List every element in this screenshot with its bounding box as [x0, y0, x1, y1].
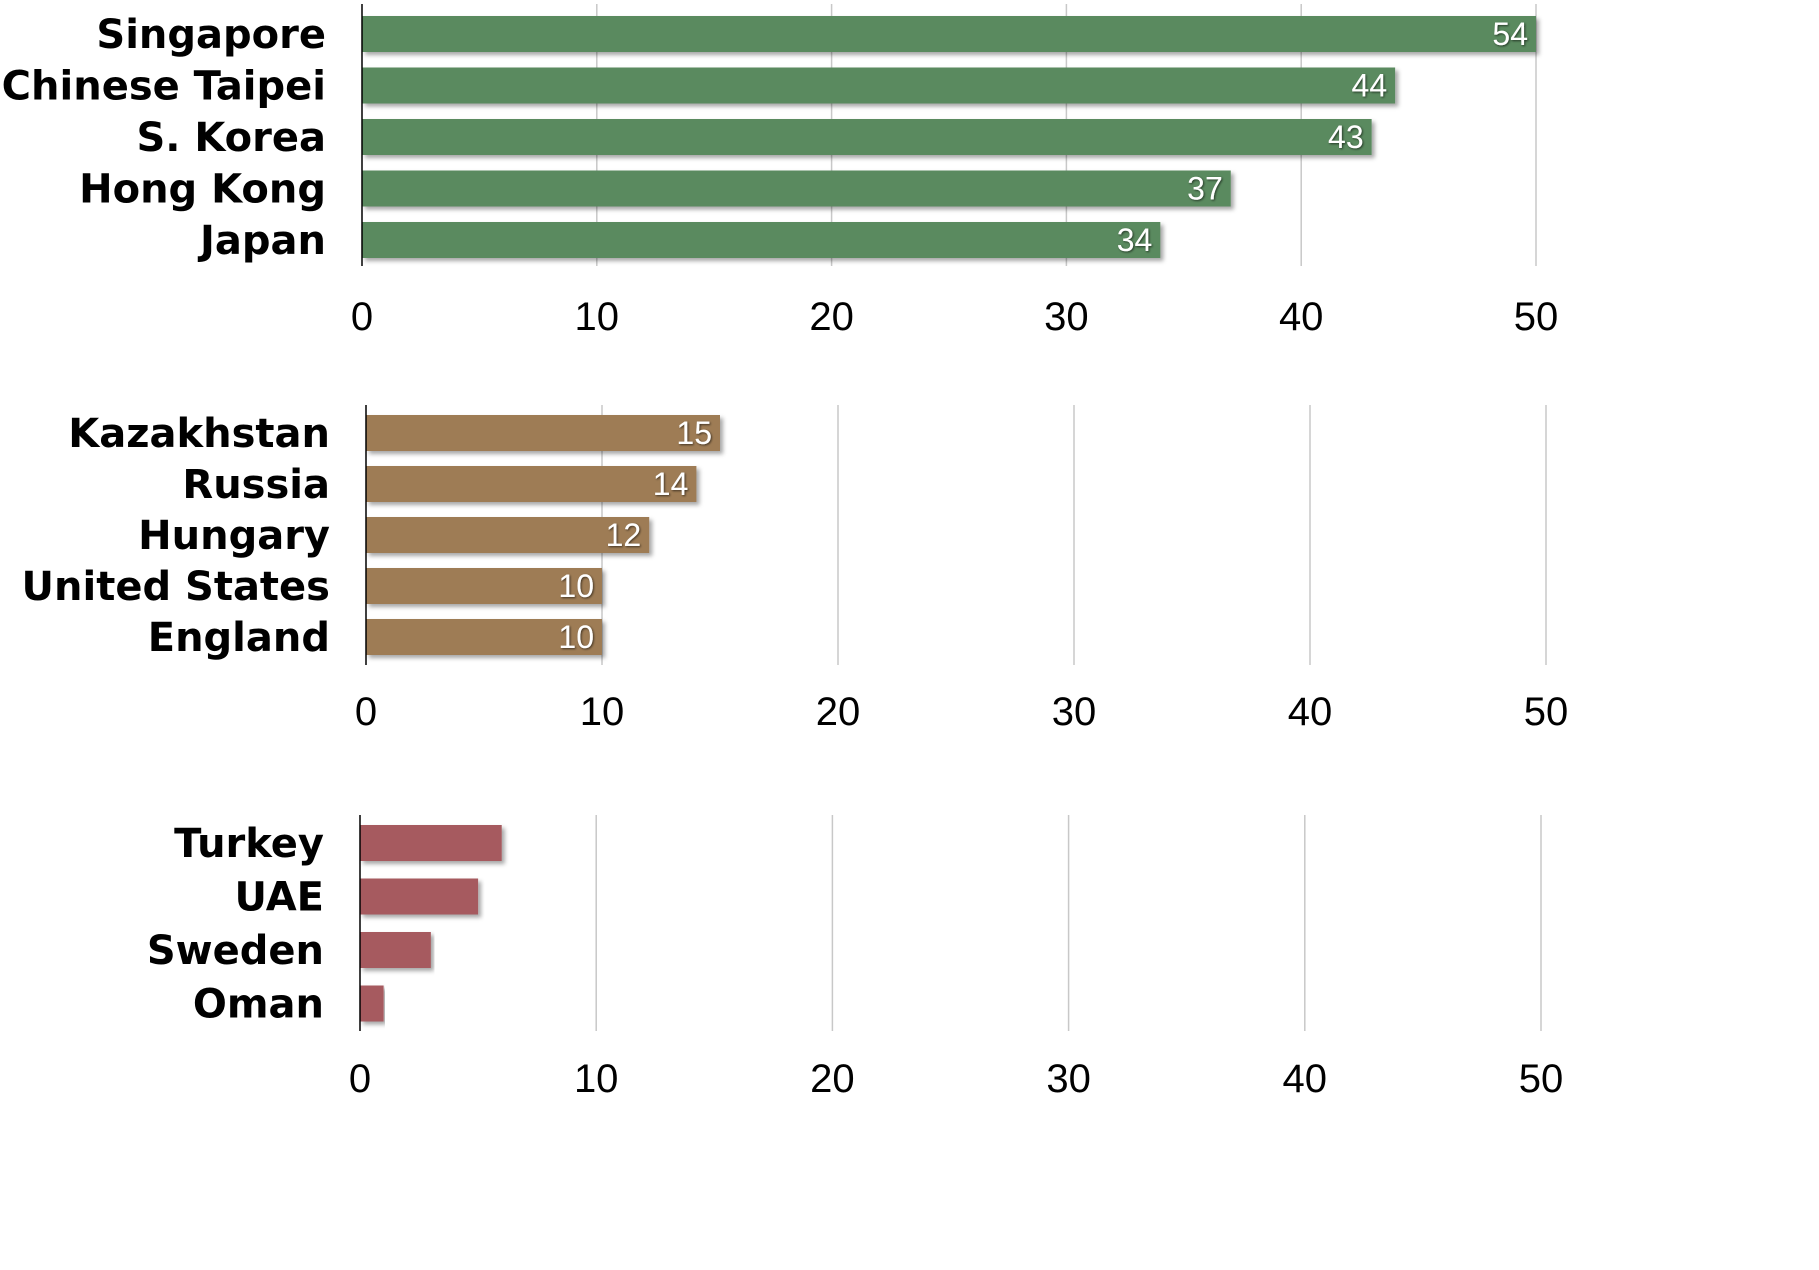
data-label: 54 — [1492, 16, 1528, 52]
category-label: Kazakhstan — [68, 411, 330, 457]
category-label: Russia — [182, 462, 330, 508]
data-label: 14 — [653, 466, 689, 502]
x-tick-label: 20 — [810, 1057, 855, 1101]
bar-kazakhstan — [366, 415, 720, 451]
bar-sweden — [360, 932, 431, 968]
data-label: 10 — [558, 619, 594, 655]
category-label: S. Korea — [136, 115, 326, 161]
x-tick-label: 40 — [1279, 295, 1324, 339]
bar-england — [366, 619, 602, 655]
bar-united-states — [366, 568, 602, 604]
category-label: Hong Kong — [79, 167, 326, 213]
x-tick-label: 50 — [1524, 690, 1569, 734]
bar-chinese-taipei — [362, 67, 1396, 104]
x-tick-label: 10 — [575, 295, 620, 339]
bar-oman — [360, 985, 384, 1022]
category-label: Japan — [197, 218, 326, 264]
category-label: Hungary — [138, 513, 330, 559]
bar-s-korea — [362, 119, 1372, 155]
category-label: England — [148, 615, 330, 661]
bar-japan — [362, 222, 1161, 258]
x-tick-label: 0 — [349, 1057, 371, 1101]
x-tick-label: 20 — [809, 295, 854, 339]
data-label: 10 — [558, 568, 594, 604]
category-label: Turkey — [174, 821, 324, 867]
data-label: 37 — [1187, 171, 1223, 207]
bar-singapore — [362, 16, 1536, 52]
data-label: 44 — [1352, 68, 1388, 104]
bar-hong-kong — [362, 170, 1231, 207]
x-tick-label: 50 — [1519, 1057, 1564, 1101]
x-tick-label: 10 — [574, 1057, 619, 1101]
category-label: Oman — [193, 982, 324, 1028]
category-label: Singapore — [96, 12, 326, 58]
x-tick-label: 30 — [1044, 295, 1089, 339]
bar-hungary — [366, 517, 650, 553]
data-label: 12 — [606, 517, 642, 553]
data-label: 15 — [676, 415, 712, 451]
data-label: 34 — [1117, 222, 1153, 258]
chart-panel-2: Kazakhstan 15 Russia 14 Hungary 12 United Stat… — [22, 405, 1569, 734]
category-label: Sweden — [147, 928, 324, 974]
category-label: UAE — [234, 875, 324, 921]
data-label: 43 — [1328, 119, 1364, 155]
x-tick-label: 40 — [1283, 1057, 1328, 1101]
x-tick-label: 40 — [1288, 690, 1333, 734]
x-tick-label: 10 — [580, 690, 625, 734]
category-label: United States — [22, 564, 330, 610]
bar-uae — [360, 878, 479, 915]
x-tick-label: 30 — [1052, 690, 1097, 734]
x-tick-label: 0 — [351, 295, 373, 339]
x-tick-label: 20 — [816, 690, 861, 734]
category-label: Chinese Taipei — [2, 64, 326, 110]
bar-russia — [366, 466, 697, 502]
x-tick-label: 0 — [355, 690, 377, 734]
bar-turkey — [360, 825, 502, 861]
chart-panel-1: Singapore 54 Chinese Taipei 44 S. Korea 43 Hon… — [2, 4, 1559, 339]
x-tick-label: 30 — [1046, 1057, 1091, 1101]
x-tick-label: 50 — [1514, 295, 1559, 339]
chart-panel-3: Turkey UAE Sweden Oman 0 10 20 30 40 50 — [147, 815, 1563, 1101]
